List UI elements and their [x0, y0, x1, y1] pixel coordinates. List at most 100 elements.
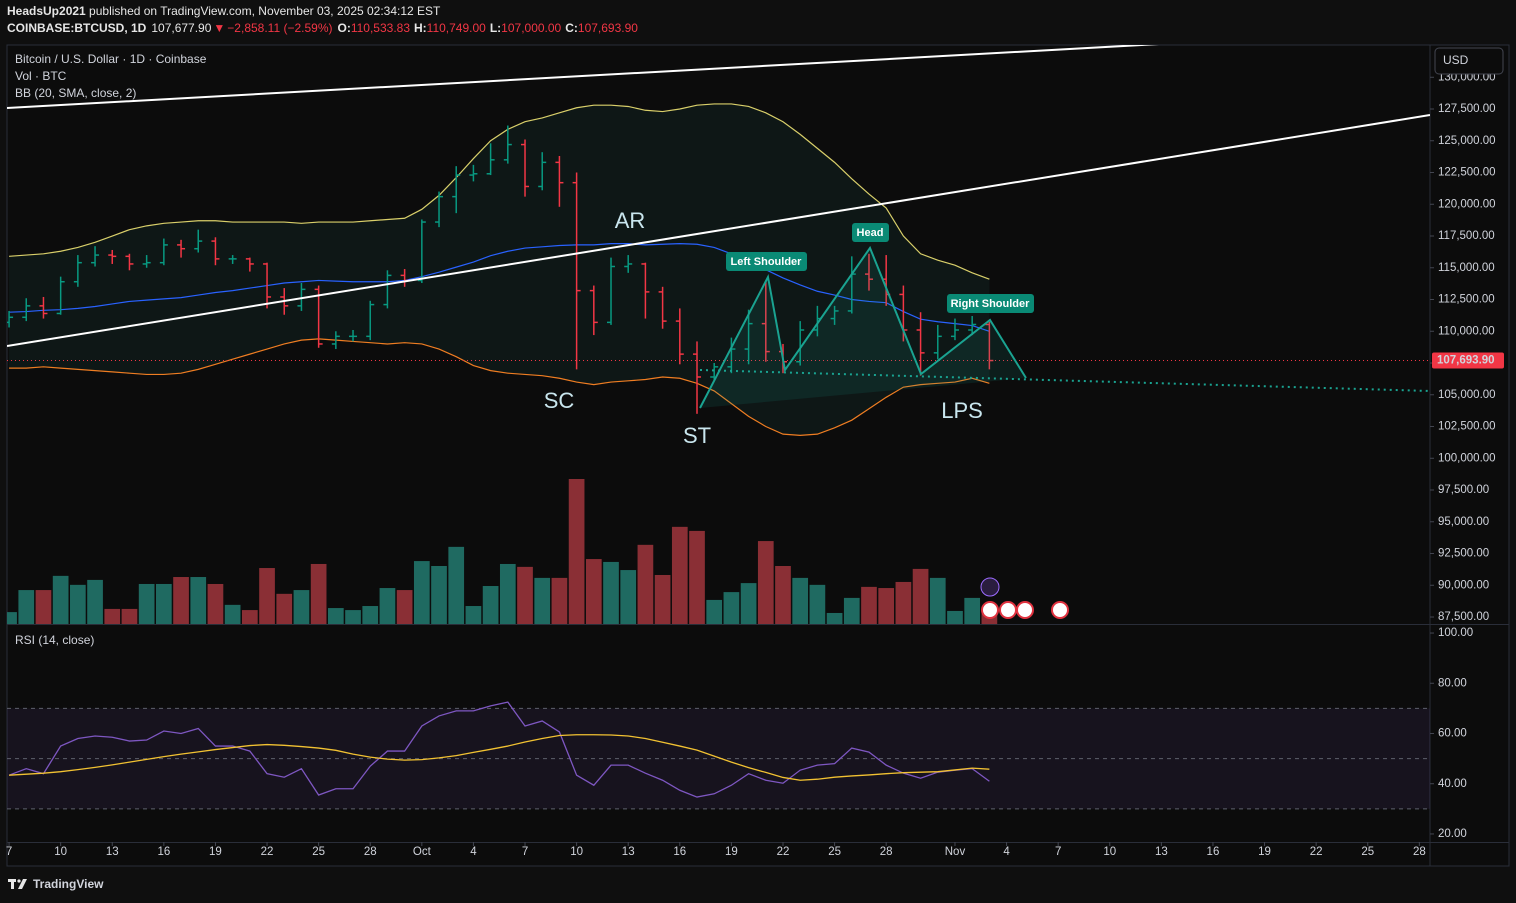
x-tick-label: 19	[209, 846, 222, 858]
volume-bar	[70, 584, 86, 624]
pattern-label: Right Shoulder	[951, 298, 1031, 310]
x-tick-label: 16	[1207, 846, 1220, 858]
volume-bar	[465, 606, 482, 624]
bb-legend: BB (20, SMA, close, 2)	[15, 86, 136, 100]
x-tick-label: 4	[1003, 846, 1010, 858]
o-label: O:	[337, 21, 350, 35]
x-tick-label: 7	[6, 846, 12, 858]
y-tick-label: 105,000.00	[1438, 389, 1496, 401]
volume-bar	[276, 593, 293, 624]
event-icon	[981, 601, 999, 619]
event-icon	[980, 577, 1000, 597]
y-tick-label: 80.00	[1438, 677, 1467, 689]
y-tick-label: 117,500.00	[1438, 230, 1495, 242]
volume-bar	[689, 530, 705, 624]
badge	[947, 294, 1034, 313]
volume-bar	[190, 577, 207, 624]
wyckoff-label: LPS	[941, 398, 983, 423]
neckline	[699, 369, 1430, 392]
volume-bar	[895, 581, 912, 624]
volume-bar	[929, 577, 946, 624]
y-tick-label: 92,500.00	[1438, 548, 1489, 560]
volume-bar	[620, 570, 637, 624]
x-tick-label: 7	[522, 846, 528, 858]
y-tick-label: 100,000.00	[1438, 452, 1496, 464]
volume-bar	[792, 577, 809, 624]
volume-bar	[413, 561, 430, 624]
rsi-legend: RSI (14, close)	[15, 633, 94, 647]
change: −2,858.11 (−2.59%)	[227, 21, 332, 35]
logo-part	[11, 879, 14, 889]
logo-part	[18, 879, 27, 889]
wyckoff-label: ST	[683, 423, 711, 448]
y-tick-label: 112,500.00	[1438, 294, 1495, 306]
published: published on TradingView.com, November 0…	[86, 4, 441, 18]
x-tick-label: 16	[673, 846, 686, 858]
x-tick-label: 19	[725, 846, 738, 858]
volume-bar	[637, 544, 654, 624]
volume-bar	[207, 583, 224, 624]
volume-bar	[52, 575, 69, 624]
volume-bar	[241, 610, 258, 624]
price-pane	[7, 103, 1430, 624]
currency[interactable]: USD	[1443, 53, 1469, 67]
x-tick-label: 28	[364, 846, 377, 858]
pattern-fill	[700, 248, 1026, 408]
volume-bar	[156, 583, 172, 624]
rsi-line	[8, 701, 990, 798]
x-tick-label: Nov	[945, 846, 966, 858]
volume-bar	[87, 579, 103, 624]
pattern-label: Left Shoulder	[731, 256, 803, 268]
volume-bar	[396, 590, 413, 624]
volume-bar	[912, 568, 929, 624]
volume-bar	[104, 608, 121, 624]
y-tick-label: 110,000.00	[1438, 325, 1495, 337]
volume-bar	[826, 612, 843, 624]
l-label: L:	[490, 21, 501, 35]
volume-bar	[809, 584, 826, 624]
volume-bar	[964, 597, 981, 624]
x-tick-label: 25	[1361, 846, 1374, 858]
event-icon	[1016, 601, 1034, 619]
volume-bar	[173, 577, 189, 624]
x-tick-label: 28	[880, 846, 893, 858]
x-tick-label: 4	[470, 846, 477, 858]
pattern-label: Head	[857, 227, 884, 239]
x-tick-label: 22	[261, 846, 274, 858]
drawings: Left Shoulder Head Right Shoulder AR SC …	[7, 45, 1430, 619]
band-line	[9, 338, 990, 437]
x-tick-label: 13	[106, 846, 119, 858]
y-tick-label: 100.00	[1438, 627, 1473, 639]
chart-frame	[6, 44, 1510, 867]
volume-bar	[431, 566, 447, 624]
h: 110,749.00	[427, 21, 486, 35]
volume-bar	[671, 526, 688, 624]
volume-bar	[121, 608, 138, 624]
y-tick-label: 120,000.00	[1438, 198, 1496, 210]
c-label: C:	[565, 21, 578, 35]
footer: TradingView	[33, 877, 104, 891]
c: 107,693.90	[578, 21, 638, 35]
x-tick-label: 22	[1310, 846, 1323, 858]
x-tick-label: 25	[828, 846, 841, 858]
trend-line	[7, 45, 1160, 109]
currency-button[interactable]	[1434, 47, 1504, 75]
volume-bar	[706, 599, 723, 624]
x-tick-label: 7	[1055, 846, 1061, 858]
volume-bar	[35, 590, 52, 624]
volume-bar	[362, 606, 379, 624]
x-tick-label: 28	[1413, 846, 1426, 858]
volume-bar	[517, 566, 533, 624]
volume-bar	[138, 583, 155, 624]
volume-bar	[775, 566, 791, 624]
y-tick-label: 115,000.00	[1438, 262, 1495, 274]
x-tick-label: 10	[1103, 846, 1116, 858]
rsi-line	[9, 734, 990, 781]
band-line	[9, 243, 990, 332]
arrow: ▼	[213, 21, 225, 35]
footer-logo	[8, 879, 27, 889]
x-tick-label: 10	[54, 846, 67, 858]
volume-bar	[723, 592, 740, 624]
volume-bar	[259, 568, 275, 624]
